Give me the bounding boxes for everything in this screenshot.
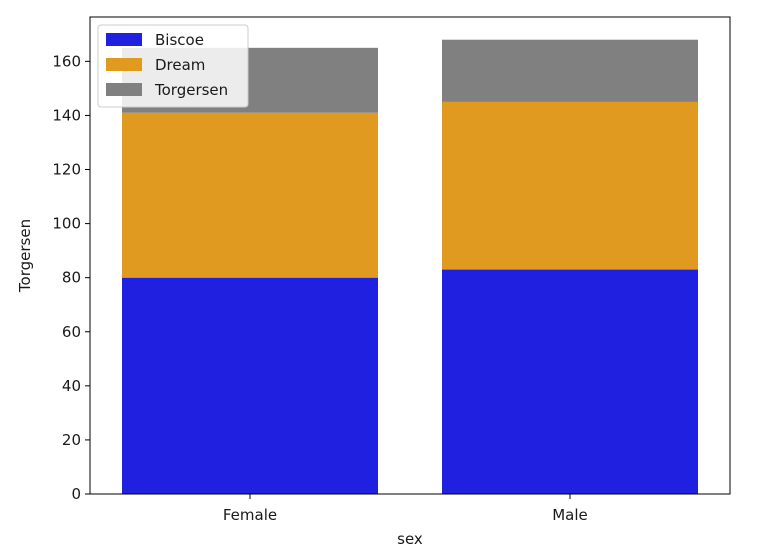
x-axis: Female Male (223, 494, 588, 524)
legend-label-biscoe: Biscoe (155, 31, 204, 49)
bar-female-biscoe (122, 277, 378, 494)
x-tick-label: Female (223, 506, 277, 524)
legend-swatch-torgersen (106, 83, 142, 96)
legend-label-torgersen: Torgersen (154, 81, 228, 99)
legend-label-dream: Dream (155, 56, 205, 74)
y-axis-label: Torgersen (16, 219, 34, 293)
legend-swatch-dream (106, 58, 142, 71)
y-tick-label: 60 (62, 323, 81, 341)
legend: Biscoe Dream Torgersen (97, 24, 249, 108)
y-tick-label: 20 (62, 431, 81, 449)
bar-male-biscoe (442, 269, 698, 494)
x-tick-label: Male (552, 506, 588, 524)
bars-group (122, 39, 698, 494)
bar-male-torgersen (442, 39, 698, 102)
legend-swatch-biscoe (106, 33, 142, 46)
y-tick-label: 100 (52, 215, 81, 233)
y-tick-label: 0 (71, 485, 81, 503)
x-axis-label: sex (397, 530, 423, 548)
y-tick-label: 80 (62, 269, 81, 287)
y-tick-label: 40 (62, 377, 81, 395)
y-tick-label: 160 (52, 52, 81, 70)
plot-frame (89, 16, 731, 495)
y-tick-label: 140 (52, 106, 81, 124)
bar-male-dream (442, 101, 698, 270)
y-tick-label: 120 (52, 161, 81, 179)
bar-female-dream (122, 112, 378, 278)
y-axis: 0 20 40 60 80 100 120 140 160 (52, 52, 90, 503)
